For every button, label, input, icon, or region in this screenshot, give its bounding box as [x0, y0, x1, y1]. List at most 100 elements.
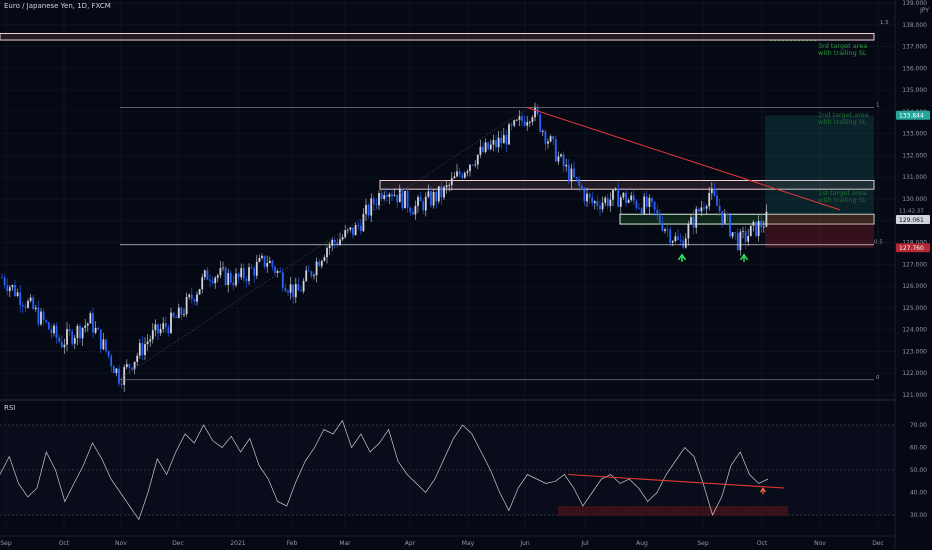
candle-body [19, 292, 22, 306]
candle-body [320, 260, 323, 267]
candle-body [372, 198, 375, 205]
candle-body [505, 135, 508, 145]
candle-body [141, 343, 144, 356]
candle-body [508, 124, 510, 145]
candle-body [622, 192, 625, 198]
candle-body [588, 193, 591, 198]
candle-body [375, 204, 378, 206]
candle-body [593, 201, 596, 204]
candle-body [762, 226, 765, 228]
candle-body [245, 278, 248, 282]
candle-body [513, 120, 516, 126]
price-badge-text: 127.760 [899, 245, 924, 252]
candle-body [567, 164, 570, 182]
candle-body [151, 330, 154, 340]
candle-body [401, 189, 404, 209]
candle-body [60, 341, 63, 348]
candle-body [601, 202, 604, 210]
candle-body [157, 324, 159, 334]
candle-body [224, 267, 227, 286]
candle-body [484, 142, 487, 152]
candle-body [635, 200, 638, 208]
candle-body [354, 224, 357, 236]
candle-body [669, 229, 672, 243]
candle-body [229, 273, 232, 283]
price-badge [896, 214, 930, 224]
time-tick: Oct [757, 540, 768, 547]
candle-body [365, 204, 367, 214]
up-arrow-icon [759, 487, 767, 495]
candle-body [214, 277, 217, 284]
candle-body [323, 257, 326, 261]
overlays: 1 0.5 0 1.5 [120, 20, 889, 381]
candle-body [612, 190, 614, 200]
candle-body [502, 135, 505, 144]
candle-body [359, 225, 362, 232]
candle-body [196, 294, 198, 302]
candle-body [528, 122, 531, 123]
candle-body [695, 208, 698, 228]
time-tick: Mar [339, 540, 351, 547]
candle-body [1, 277, 3, 279]
candle-body [487, 142, 490, 150]
candle-body [331, 239, 334, 246]
candle-body [591, 197, 594, 204]
candle-body [128, 364, 131, 368]
rsi-pane: 70.00 60.00 50.00 40.00 30.00 [0, 419, 927, 521]
candle-body [66, 329, 68, 345]
target3-text: 3rd target area with trailing SL [818, 42, 868, 57]
candle-body [346, 229, 349, 231]
candle-body [432, 191, 435, 206]
candle-body [583, 189, 586, 202]
candle-body [461, 174, 464, 178]
target1-text: 1st target area with trailing SL [818, 189, 867, 204]
candle-body [625, 192, 627, 203]
candle-body [554, 139, 557, 162]
candle-body [349, 227, 352, 230]
candle-body [526, 122, 529, 126]
price-tick: 132.000 [902, 152, 927, 159]
candle-body [523, 120, 526, 126]
candle-body [167, 327, 170, 334]
candle-body [471, 164, 474, 166]
candle-body [292, 284, 295, 298]
candle-body [552, 136, 555, 140]
candle-body [297, 284, 300, 291]
candle-body [729, 214, 731, 237]
candle-body [216, 275, 219, 278]
fib-label: 0 [876, 375, 880, 381]
candle-body [172, 312, 175, 317]
candle-body [263, 255, 266, 267]
price-tick: 127.000 [902, 261, 927, 268]
price-tick: 133.000 [902, 131, 927, 138]
candle-body [138, 343, 141, 356]
candle-body [287, 291, 289, 293]
candle-body [739, 231, 742, 251]
candle-body [700, 207, 703, 212]
candle-body [55, 325, 58, 338]
candle-body [549, 136, 552, 142]
candle-body [658, 213, 661, 223]
candle-body [336, 242, 339, 246]
zones [0, 32, 875, 248]
price-badge-text: 129.061 [899, 217, 924, 224]
candle-body [599, 206, 601, 210]
candle-body [609, 199, 612, 207]
rsi-label: RSI [4, 404, 16, 412]
candle-body [580, 185, 583, 190]
price-tick: 138.000 [902, 22, 927, 29]
candle-body [94, 327, 97, 333]
candle-body [383, 195, 386, 199]
candle-body [723, 213, 726, 224]
candle-body [534, 106, 536, 118]
candle-body [640, 208, 643, 214]
candle-body [84, 325, 87, 328]
candle-body [627, 199, 630, 203]
candle-body [318, 261, 321, 267]
price-tick: 135.000 [902, 87, 927, 94]
candle-body [614, 188, 617, 191]
candle-body [68, 329, 71, 332]
candle-body [14, 285, 16, 297]
time-tick: Sep [0, 540, 12, 547]
